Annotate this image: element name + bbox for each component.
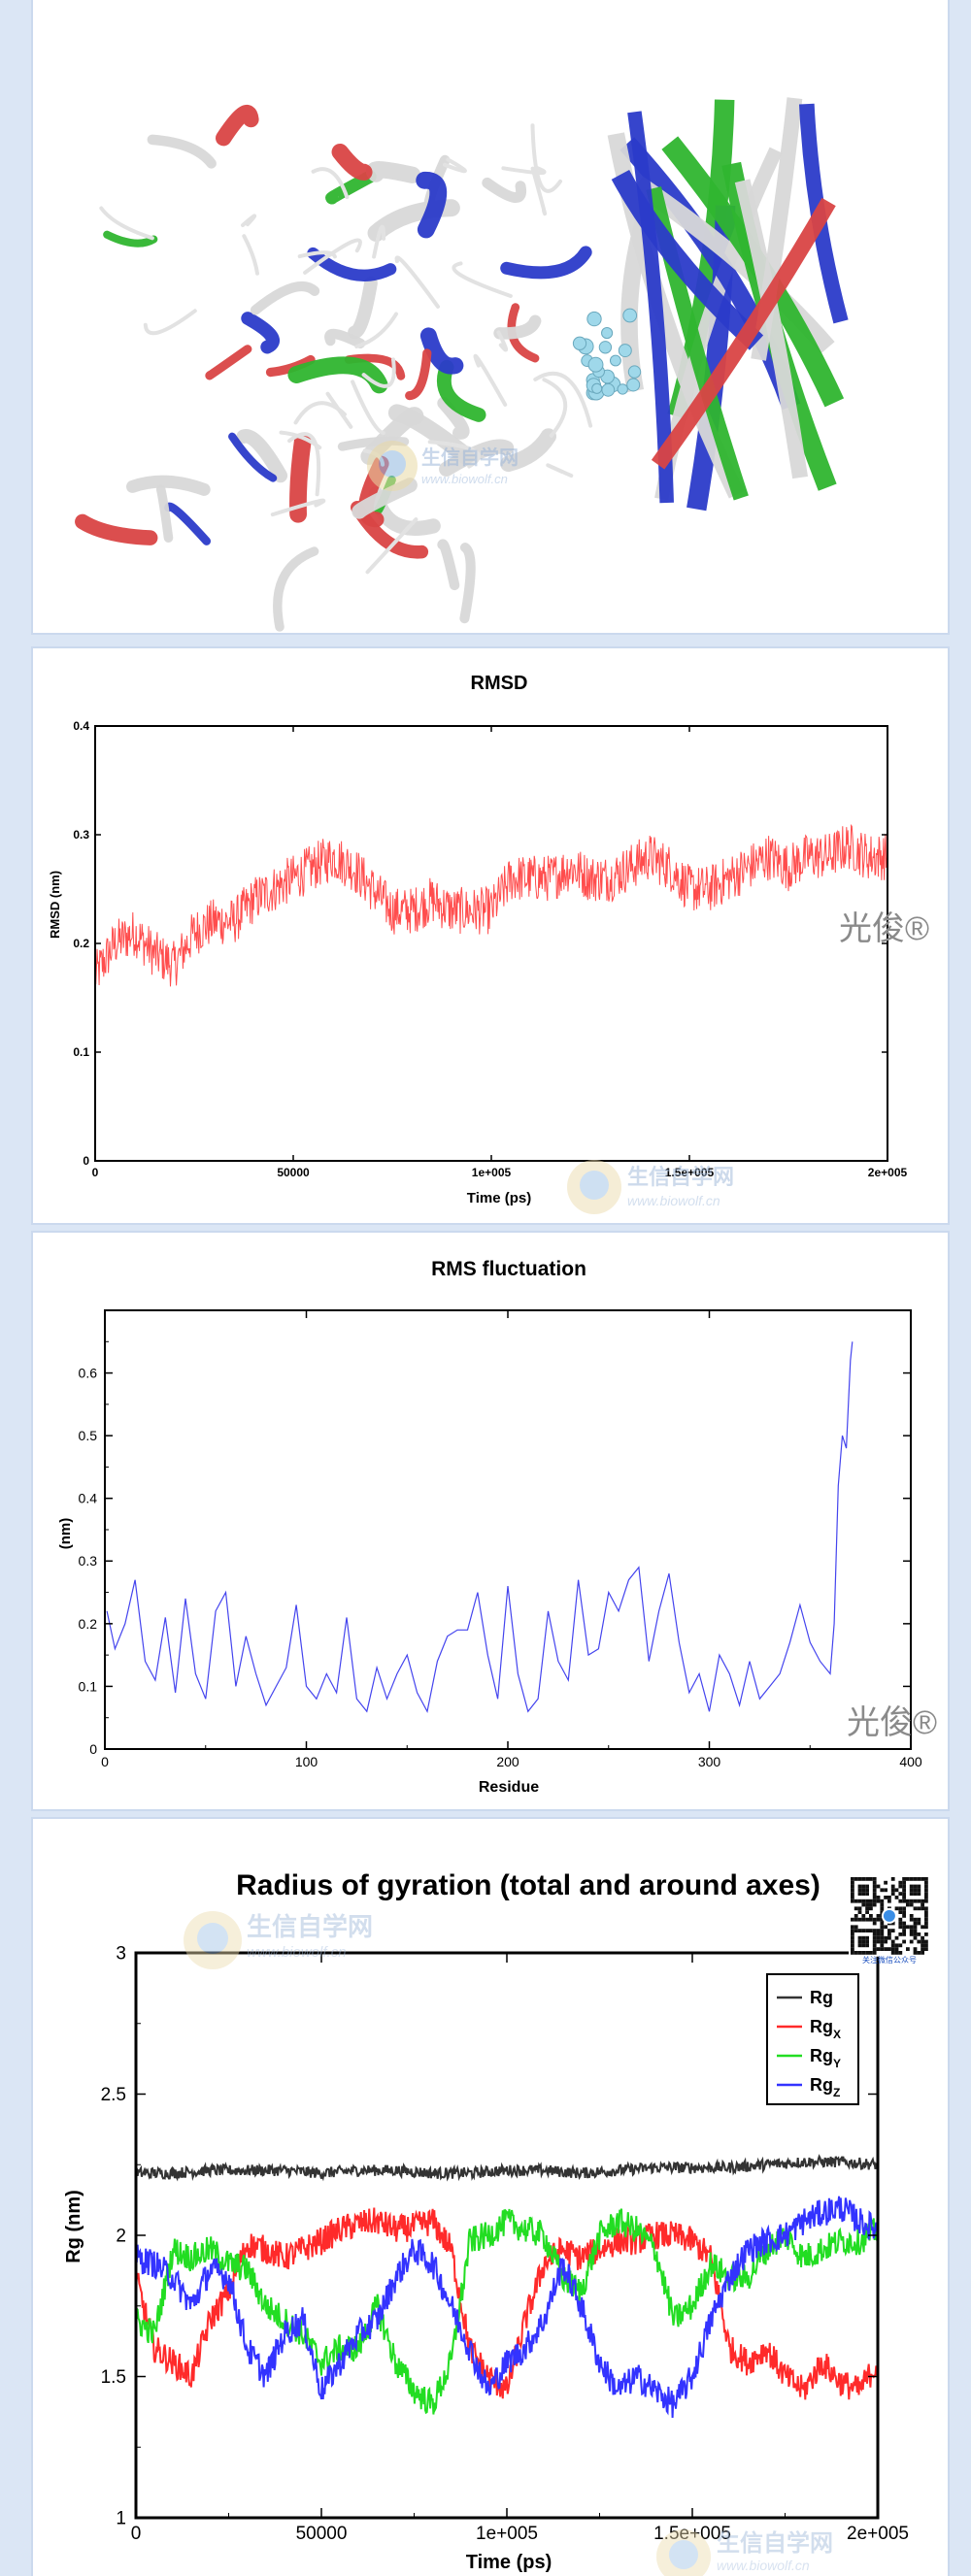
legend-label-rg: Rg [810, 1988, 833, 2007]
watermark-site-cn: 生信自学网 [247, 1912, 373, 1941]
y-tick-label: 0.5 [79, 1428, 98, 1443]
y-tick-label: 2 [116, 2227, 126, 2247]
watermark-logo: 生信自学网 www.biowolf.cn [367, 441, 519, 491]
series-line [106, 1341, 854, 1714]
rg-panel: Radius of gyration (total and around axe… [33, 1819, 948, 2576]
y-tick-label: 0.4 [73, 719, 89, 733]
x-tick-label: 2e+005 [847, 2524, 909, 2544]
y-tick-label: 0.1 [79, 1678, 98, 1694]
legend-label-rgz: RgZ [810, 2075, 840, 2099]
y-tick-label: 0.1 [73, 1045, 89, 1059]
qr-caption: 关注微信公众号 [862, 1955, 917, 1965]
watermark-site-cn: 生信自学网 [421, 446, 519, 469]
watermark-site-url: www.biowolf.cn [627, 1193, 720, 1208]
watermark-logo: 生信自学网 www.biowolf.cn [184, 1911, 373, 1969]
series-line-rg [136, 2154, 878, 2182]
x-axis-label: Residue [479, 1779, 539, 1796]
x-tick-label: 200 [496, 1754, 519, 1769]
watermark-site-url: www.biowolf.cn [421, 472, 508, 486]
molecule-panel: 生信自学网 www.biowolf.cn [33, 0, 948, 633]
y-tick-label: 0 [89, 1741, 97, 1757]
x-tick-label: 100 [295, 1754, 318, 1769]
y-axis-label: RMSD (nm) [48, 871, 62, 939]
chart-title: Radius of gyration (total and around axe… [236, 1869, 820, 1901]
x-tick-label: 1e+005 [472, 1166, 512, 1179]
y-tick-label: 1 [116, 2509, 126, 2529]
series-line-rgy [136, 2208, 878, 2415]
y-tick-label: 0 [83, 1154, 89, 1168]
y-tick-label: 3 [116, 1944, 126, 1965]
x-tick-label: 0 [131, 2524, 142, 2544]
series-line [95, 823, 887, 987]
rmsf-chart: RMS fluctuation 0 100 200 300 400 0 0.1 0.2 0.3 0… [57, 1258, 937, 1796]
protein-ribbon-image: 生信自学网 www.biowolf.cn [75, 97, 849, 632]
x-tick-label: 50000 [277, 1166, 310, 1179]
watermark-site-url: www.biowolf.cn [717, 2558, 810, 2573]
watermark-logo: 生信自学网 www.biowolf.cn [567, 1160, 734, 1214]
rmsf-panel: RMS fluctuation 0 100 200 300 400 0 0.1 0.2 0.3 0… [33, 1233, 948, 1809]
series-line-rgz [136, 2196, 878, 2419]
y-tick-label: 0.2 [79, 1616, 98, 1632]
y-tick-label: 0.2 [73, 937, 89, 950]
x-tick-label: 1.5e+005 [653, 2524, 731, 2544]
y-tick-label: 0.6 [79, 1365, 98, 1380]
author-watermark: 光俊® [839, 910, 929, 947]
y-tick-label: 1.5 [101, 2367, 126, 2388]
series-line-rgx [136, 2207, 878, 2400]
rmsd-chart: RMSD 0 50000 1e+005 1.5e+005 2e+005 0 0.1 0.2 0.… [48, 673, 929, 1214]
chart-title: RMSD [471, 673, 528, 694]
plot-frame [104, 1309, 912, 1750]
watermark-logo: 生信自学网 www.biowolf.cn [656, 2529, 833, 2576]
rmsd-panel: RMSD 0 50000 1e+005 1.5e+005 2e+005 0 0.1 0.2 0.… [33, 648, 948, 1223]
watermark-site-cn: 生信自学网 [627, 1165, 734, 1189]
legend-label-rgx: RgX [810, 2017, 841, 2041]
chart-title: RMS fluctuation [431, 1258, 586, 1280]
y-tick-label: 2.5 [101, 2085, 126, 2105]
x-tick-label: 300 [698, 1754, 721, 1769]
y-tick-label: 0.4 [79, 1491, 98, 1506]
plot-frame [94, 725, 888, 1162]
x-tick-label: 1e+005 [476, 2524, 538, 2544]
rg-chart: Radius of gyration (total and around axe… [63, 1869, 930, 2576]
x-tick-label: 2e+005 [868, 1166, 908, 1179]
x-axis-label: Time (ps) [467, 1190, 531, 1206]
legend-label-rgy: RgY [810, 2046, 841, 2070]
y-axis-label: Rg (nm) [63, 2190, 84, 2263]
watermark-site-cn: 生信自学网 [717, 2529, 833, 2557]
qr-code [849, 1875, 930, 1957]
author-watermark: 光俊® [847, 1704, 937, 1741]
x-tick-label: 0 [92, 1166, 99, 1179]
x-tick-label: 50000 [296, 2524, 348, 2544]
y-tick-label: 0.3 [79, 1553, 98, 1569]
x-tick-label: 1.5e+005 [665, 1166, 715, 1179]
watermark-site-url: www.biowolf.cn [247, 1944, 347, 1961]
x-tick-label: 0 [101, 1754, 109, 1769]
x-axis-label: Time (ps) [466, 2552, 552, 2573]
legend-box [766, 1973, 859, 2105]
y-tick-label: 0.3 [73, 828, 89, 842]
y-axis-label: (nm) [57, 1518, 74, 1550]
x-tick-label: 400 [899, 1754, 922, 1769]
